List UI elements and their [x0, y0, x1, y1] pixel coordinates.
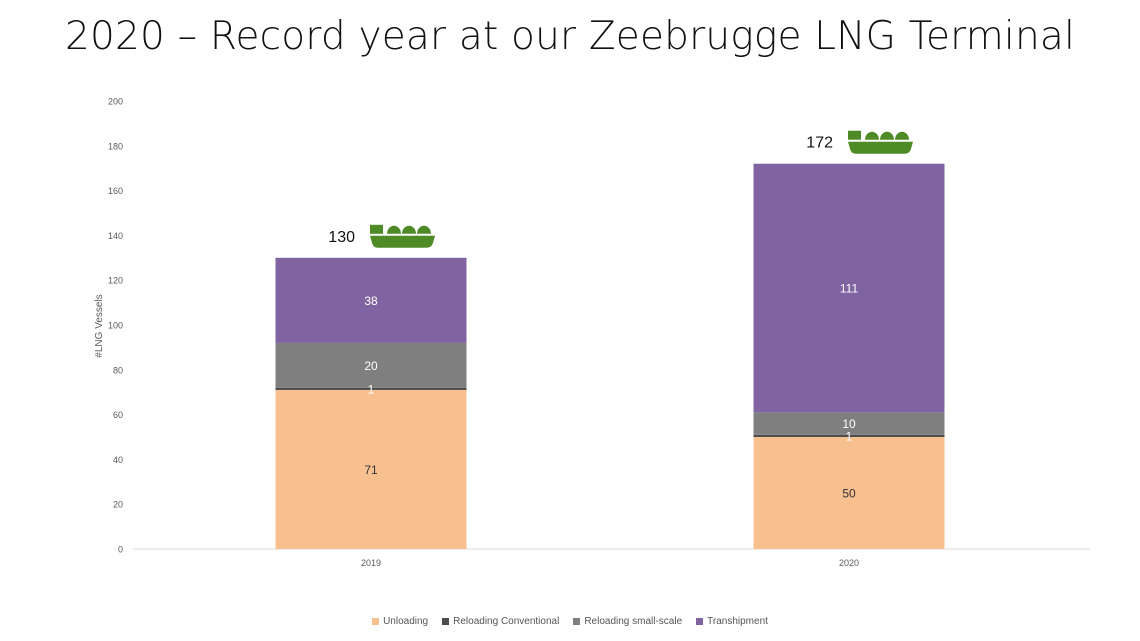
bar-segment: [753, 163, 945, 413]
legend-label: Reloading small-scale: [584, 616, 683, 627]
bar-segment: [753, 437, 945, 549]
slide-title: 2020 – Record year at our Zeebrugge LNG …: [64, 14, 1076, 59]
legend-label: Reloading Conventional: [453, 616, 560, 627]
legend-swatch: [696, 618, 704, 625]
data-label: 50: [842, 487, 856, 501]
total-label: 130: [328, 229, 355, 246]
y-axis: 0 20 40 60 80 100 120 140 160 180 200: [108, 97, 123, 555]
y-tick-label: 40: [113, 455, 123, 465]
data-label: 20: [364, 359, 378, 373]
y-tick-label: 0: [118, 545, 123, 555]
y-tick-label: 160: [108, 186, 123, 196]
y-tick-label: 140: [108, 231, 123, 241]
legend-item: Transhipment: [696, 616, 768, 627]
legend-swatch: [442, 618, 450, 625]
y-tick-label: 80: [113, 365, 123, 375]
totals: 130 172: [328, 130, 913, 248]
y-tick-label: 180: [108, 141, 123, 151]
data-label: 71: [364, 463, 378, 477]
bar-segment: [275, 257, 467, 343]
bar-segment: [275, 342, 467, 388]
lng-ship-icon: [848, 130, 913, 154]
y-tick-label: 120: [108, 276, 123, 286]
legend-item: Reloading Conventional: [442, 616, 559, 627]
data-label: 38: [364, 294, 378, 308]
legend-swatch: [573, 618, 581, 625]
y-axis-title: #LNG Vessels: [94, 294, 105, 357]
lng-ship-icon: [370, 224, 435, 248]
y-tick-label: 60: [113, 410, 123, 420]
bar-segment: [275, 387, 467, 390]
y-tick-label: 100: [108, 321, 123, 331]
legend-item: Unloading: [372, 616, 428, 627]
legend-label: Transhipment: [707, 616, 768, 627]
y-tick-label: 20: [113, 500, 123, 510]
bar-segment: [753, 412, 945, 435]
total-label: 172: [806, 135, 833, 152]
bar-segment: [275, 389, 467, 549]
x-tick-label: 2020: [839, 558, 859, 568]
bar-segment: [753, 434, 945, 437]
x-tick-label: 2019: [361, 558, 381, 568]
data-label: 10: [842, 417, 856, 431]
x-axis: 2019 2020: [361, 558, 859, 568]
data-label: 1: [846, 429, 853, 443]
legend-label: Unloading: [383, 616, 429, 627]
legend-item: Reloading small-scale: [573, 616, 682, 627]
legend-swatch: [372, 618, 380, 625]
legend: Unloading Reloading Conventional Reloading…: [0, 616, 1140, 627]
data-label: 111: [840, 282, 859, 296]
data-label: 1: [368, 382, 375, 396]
y-tick-label: 200: [108, 97, 123, 107]
